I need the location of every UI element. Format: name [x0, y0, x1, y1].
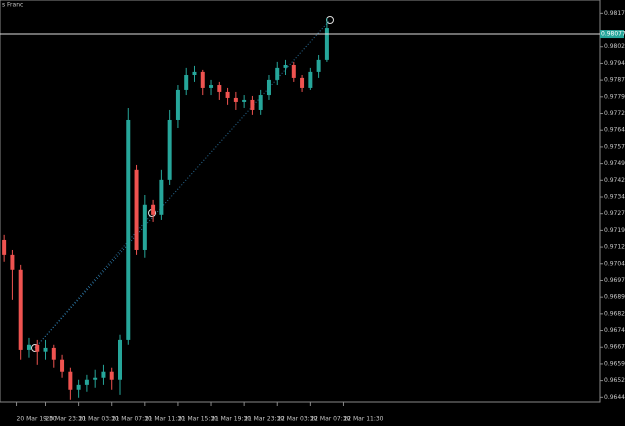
candle-body: [167, 119, 172, 180]
candle-body: [126, 119, 131, 340]
y-tick-label: 0.9757: [604, 143, 625, 150]
candle-body: [225, 91, 230, 98]
y-tick-label: 0.96445: [604, 394, 625, 401]
candle-body: [324, 28, 329, 60]
candle-body: [192, 71, 197, 76]
y-tick-label: 0.96745: [604, 327, 625, 334]
y-tick-label: 0.97795: [604, 93, 625, 100]
candle-body: [200, 71, 205, 88]
x-tick-label: 20 Mar 19:30: [17, 416, 57, 423]
x-tick-label: 21 Mar 23:30: [244, 416, 284, 423]
candle-body: [275, 67, 280, 80]
plot-frame: [0, 0, 601, 403]
x-tick-label: 20 Mar 23:30: [46, 416, 86, 423]
y-tick-label: 0.9667: [604, 344, 625, 351]
x-tick-label: 21 Mar 15:30: [178, 416, 218, 423]
candle-body: [93, 377, 98, 380]
candle-body: [43, 347, 48, 352]
candle-body: [118, 339, 122, 380]
candle-body: [300, 77, 305, 88]
candle-body: [10, 254, 15, 270]
candle-body: [291, 64, 296, 78]
y-tick-label: 0.9802: [604, 43, 625, 50]
candle-body: [109, 371, 114, 380]
candle-body: [184, 75, 189, 90]
x-tick-label: 22 Mar 07:30: [310, 416, 350, 423]
y-tick-label: 0.9712: [604, 244, 625, 251]
candle-body: [2, 239, 7, 255]
candle-body: [18, 269, 23, 350]
candle-body: [68, 371, 73, 390]
candle-body: [316, 59, 321, 72]
y-tick-label: 0.96595: [604, 360, 625, 367]
candle-body: [76, 384, 81, 390]
candle-body: [283, 64, 288, 68]
x-tick-label: 21 Mar 07:30: [112, 416, 152, 423]
y-tick-label: 0.97195: [604, 227, 625, 234]
y-tick-label: 0.96895: [604, 294, 625, 301]
candle-body: [35, 344, 40, 352]
y-tick-label: 0.9652: [604, 377, 625, 384]
x-tick-label: 22 Mar 11:30: [343, 416, 383, 423]
y-tick-label: 0.97345: [604, 193, 625, 200]
chart-title: s Franc: [2, 2, 23, 9]
y-tick-label: 0.9817: [604, 10, 625, 17]
y-tick-label: 0.97945: [604, 60, 625, 67]
candle-body: [233, 97, 238, 102]
candle-body: [308, 71, 313, 88]
candle-body: [101, 371, 106, 378]
candle-body: [175, 89, 180, 120]
x-tick-label: 21 Mar 19:30: [211, 416, 251, 423]
y-tick-label: 0.9727: [604, 210, 625, 217]
candle-body: [142, 204, 147, 250]
candle-body: [84, 379, 89, 385]
candle-body: [266, 79, 271, 96]
candle-body: [242, 99, 247, 102]
candle-body: [60, 359, 65, 372]
candle-body: [250, 99, 255, 110]
candle-body: [51, 347, 56, 360]
y-tick-label: 0.97495: [604, 160, 625, 167]
y-tick-label: 0.9787: [604, 77, 625, 84]
x-tick-label: 21 Mar 11:30: [145, 416, 185, 423]
x-tick-label: 22 Mar 03:30: [277, 416, 317, 423]
candle-body: [209, 85, 214, 88]
x-tick-label: 21 Mar 03:30: [79, 416, 119, 423]
price-label-box: [600, 30, 624, 39]
y-tick-label: 0.9742: [604, 177, 625, 184]
y-tick-label: 0.97645: [604, 127, 625, 134]
candle-body: [159, 179, 164, 215]
y-tick-label: 0.9772: [604, 110, 625, 117]
y-tick-label: 0.9682: [604, 310, 625, 317]
candle-body: [26, 344, 31, 350]
candle-body: [151, 204, 156, 215]
y-tick-label: 0.97045: [604, 260, 625, 267]
candle-body: [258, 95, 263, 110]
price-label: 0.98077: [601, 31, 625, 38]
candle-body: [217, 85, 222, 92]
candle-body: [134, 169, 139, 250]
y-tick-label: 0.9697: [604, 277, 625, 284]
